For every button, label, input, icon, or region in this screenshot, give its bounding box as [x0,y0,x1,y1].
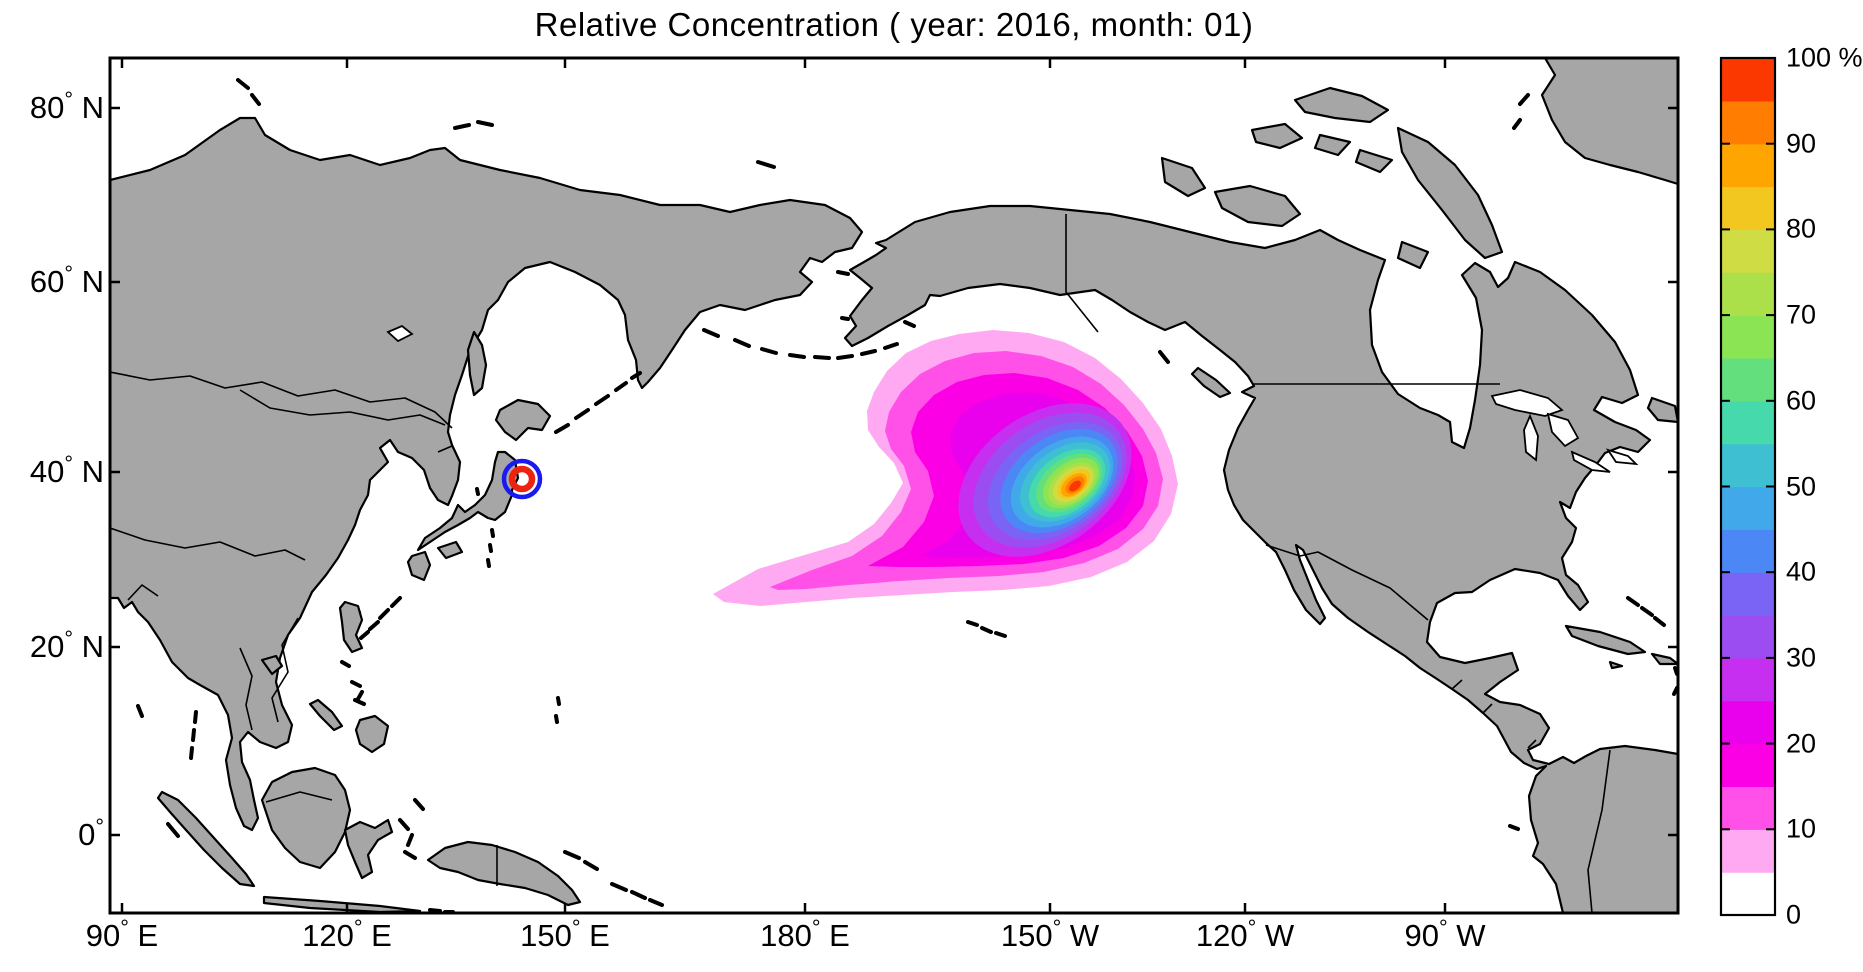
colorbar-segment [1721,229,1775,273]
colorbar-segment [1721,786,1775,830]
lake-ontario [1605,448,1639,466]
island-mindanao [354,714,390,754]
colorbar-segment [1721,443,1775,488]
colorbar [1719,56,1777,917]
colorbar-tick-label: 80 [1786,213,1817,244]
colorbar-tick-label: 70 [1786,299,1817,330]
plot-border [108,56,1680,915]
x-tick-label: 120° W [1195,914,1295,953]
island-hainan [260,654,284,676]
island-ellesmere [1293,86,1390,124]
arctic-island-2 [1313,133,1352,157]
colorbar-segment [1721,872,1775,916]
island-new-guinea [426,840,582,907]
lake-huron [1546,412,1580,448]
island-hokkaido [494,398,552,442]
x-tick-label: 180° E [760,914,850,953]
y-tick-label: 60° N [29,260,104,299]
colorbar-segment [1721,58,1775,102]
x-tick-label: 150° E [520,914,610,953]
colorbar-tick-label: 90 [1786,128,1817,159]
colorbar-segment [1721,829,1775,873]
x-tick-label: 120° E [302,914,392,953]
island-victoria [1213,184,1302,228]
axis-tick-marks [110,58,1678,913]
colorbar-tick-label: 10 [1786,813,1817,844]
island-baffin [1396,126,1504,260]
island-cuba [1564,624,1647,656]
y-tick-label: 80° N [29,86,104,125]
x-tick-label: 90° W [1404,914,1486,953]
source-marker-inner-ring [508,465,536,493]
lake-superior [1490,389,1564,417]
source-marker-outer-ring [501,458,543,500]
colorbar-tick-label: 0 [1786,899,1802,930]
colorbar-segment [1721,186,1775,230]
island-hispaniola [1650,652,1678,666]
colorbar-segment [1721,486,1775,530]
colorbar-segment [1721,615,1775,659]
y-tick-label: 40° N [29,450,104,489]
colorbar-tick-label: 20 [1786,728,1817,759]
island-sumatra [156,790,256,888]
colorbar-segment [1721,572,1775,616]
island-luzon [338,600,364,654]
island-banks [1160,156,1207,198]
island-jamaica [1608,660,1624,670]
landmass-eurasia [110,116,864,832]
lake-erie [1570,450,1611,473]
island-newfoundland [1646,396,1678,424]
island-sulawesi [343,818,394,880]
island-kyushu [406,550,432,582]
island-sakhalin [466,330,488,397]
colorbar-segment [1721,143,1775,188]
arctic-island-3 [1354,148,1394,174]
contour-level-95 [1069,480,1081,492]
island-palawan [308,698,344,732]
colorbar-segment [1721,529,1775,573]
island-southampton [1396,240,1430,270]
colorbar-segment [1721,400,1775,445]
colorbar-tick-label: 40 [1786,556,1817,587]
colorbar-tick-label: 50 [1786,471,1817,501]
concentration-plume [713,330,1178,606]
landmass-greenland [1540,58,1678,186]
island-shikoku [436,540,464,560]
island-borneo [260,766,352,870]
colorbar-segment [1721,272,1775,316]
x-tick-label: 150° W [1000,914,1100,953]
colorbar-tick-label: 60 [1786,385,1817,416]
source-marker [501,458,543,500]
colorbar-segment [1721,700,1775,745]
colorbar-segment [1721,315,1775,359]
arctic-island-1 [1250,122,1304,150]
small-islands [136,78,1678,913]
colorbar-segment [1721,657,1775,702]
colorbar-segment [1721,743,1775,788]
lake-michigan [1523,413,1539,462]
y-tick-label: 0° [78,813,104,852]
island-vancouver [1190,366,1232,399]
lakes [386,324,1639,473]
political-borders [110,214,1611,913]
y-tick-label: 20° N [29,625,104,664]
colorbar-tick-label: 30 [1786,642,1817,673]
colorbar-segment [1721,357,1775,402]
colorbar-segment [1721,100,1775,145]
x-tick-label: 90° E [85,914,159,953]
lake-baikal [386,324,414,343]
chart-title: Relative Concentration ( year: 2016, mon… [534,6,1254,43]
colorbar-tick-label: 100 % [1786,42,1863,73]
